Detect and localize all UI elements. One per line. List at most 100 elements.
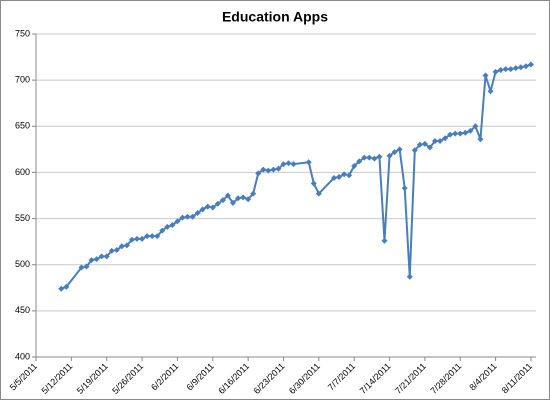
data-point: [93, 256, 100, 263]
data-point: [108, 247, 115, 254]
data-point: [184, 213, 191, 220]
chart-title: Education Apps: [222, 9, 328, 25]
data-point: [123, 242, 130, 249]
data-point: [78, 264, 85, 271]
data-point: [219, 197, 226, 204]
data-point: [315, 190, 322, 197]
data-point: [431, 138, 438, 145]
data-point: [144, 233, 151, 240]
data-point: [507, 66, 514, 73]
data-point: [235, 195, 242, 202]
y-tick-label: 500: [15, 259, 30, 269]
data-point: [285, 160, 292, 167]
data-point: [356, 158, 363, 165]
data-point: [245, 196, 252, 203]
data-point: [391, 149, 398, 156]
y-tick-label: 400: [15, 351, 30, 361]
data-point: [149, 233, 156, 240]
data-point: [194, 210, 201, 217]
data-point: [260, 166, 267, 173]
data-point: [179, 214, 186, 221]
data-point: [270, 166, 277, 173]
y-tick-label: 450: [15, 305, 30, 315]
data-point: [492, 68, 499, 75]
data-point: [240, 194, 247, 201]
data-point: [447, 131, 454, 138]
data-point: [351, 162, 358, 169]
data-point: [512, 65, 519, 72]
data-point: [487, 88, 494, 95]
data-point: [164, 223, 171, 230]
data-point: [88, 257, 95, 264]
data-point: [371, 155, 378, 162]
data-point: [361, 154, 368, 161]
data-point: [477, 136, 484, 143]
data-point: [442, 135, 449, 142]
data-point: [421, 140, 428, 147]
data-point: [386, 152, 393, 159]
data-point: [341, 171, 348, 178]
data-point: [199, 206, 206, 213]
data-point: [376, 153, 383, 160]
data-point: [128, 236, 135, 243]
y-tick-label: 550: [15, 213, 30, 223]
data-point: [280, 161, 287, 168]
data-point: [189, 213, 196, 220]
data-point: [154, 233, 161, 240]
data-point: [467, 127, 474, 134]
data-point: [229, 199, 236, 206]
data-point: [330, 174, 337, 181]
data-point: [406, 273, 413, 280]
data-point: [336, 174, 343, 181]
data-point: [209, 204, 216, 211]
data-point: [482, 72, 489, 79]
data-point: [457, 130, 464, 137]
data-point: [169, 222, 176, 229]
data-point: [255, 170, 262, 177]
data-point: [275, 165, 282, 172]
data-point: [214, 200, 221, 207]
data-point: [159, 227, 166, 234]
data-point: [416, 141, 423, 148]
data-point: [305, 159, 312, 166]
data-point: [310, 180, 317, 187]
data-point: [346, 172, 353, 179]
data-point: [381, 237, 388, 244]
data-point: [174, 218, 181, 225]
data-point: [472, 123, 479, 130]
data-point: [139, 235, 146, 242]
data-point: [204, 203, 211, 210]
data-point: [502, 66, 509, 73]
data-point: [83, 263, 90, 270]
y-tick-label: 750: [15, 28, 30, 38]
data-point: [522, 63, 529, 70]
y-tick-label: 650: [15, 121, 30, 131]
data-point: [103, 253, 110, 260]
data-point: [426, 144, 433, 151]
data-point: [396, 146, 403, 153]
data-point: [58, 285, 65, 292]
y-tick-label: 600: [15, 167, 30, 177]
data-point: [462, 129, 469, 136]
data-point: [497, 66, 504, 73]
data-point: [98, 253, 105, 260]
data-point: [366, 154, 373, 161]
data-point: [134, 235, 141, 242]
data-point: [265, 167, 272, 174]
data-point: [113, 246, 120, 253]
data-point: [401, 185, 408, 192]
data-point: [250, 190, 257, 197]
data-point: [118, 243, 125, 250]
data-point: [527, 61, 534, 68]
data-point: [517, 64, 524, 71]
data-point: [224, 192, 231, 199]
y-tick-label: 700: [15, 75, 30, 85]
data-point: [437, 138, 444, 145]
data-point: [411, 147, 418, 154]
data-point: [452, 130, 459, 137]
data-point: [290, 161, 297, 168]
data-point: [63, 283, 70, 290]
